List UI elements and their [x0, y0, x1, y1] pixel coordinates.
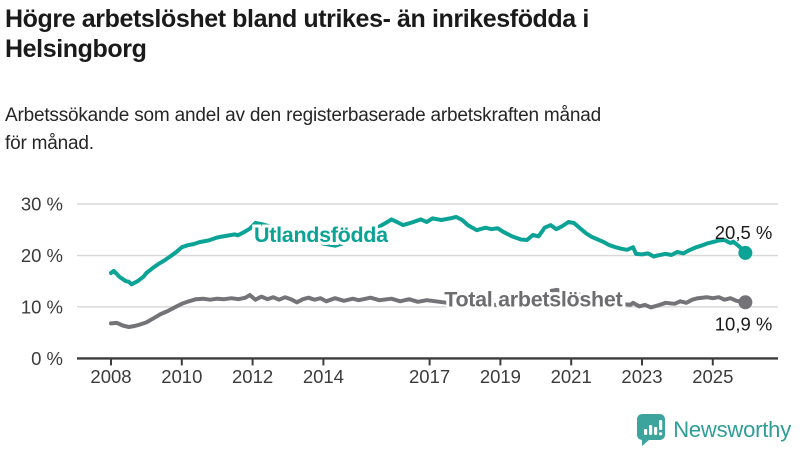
x-tick-label-2023: 2023 — [621, 366, 662, 387]
page-title: Högre arbetslöshet bland utrikes- än inr… — [5, 4, 589, 64]
series-label-total: Total arbetslöshet — [444, 287, 622, 311]
newsworthy-logo: Newsworthy — [636, 413, 791, 447]
x-tick-label-2019: 2019 — [480, 366, 521, 387]
y-tick-label-30: 30 % — [21, 193, 63, 214]
x-tick-label-2025: 2025 — [692, 366, 733, 387]
series-line-utlandsfodda — [109, 214, 748, 287]
title-line-2: Helsingborg — [5, 35, 147, 63]
end-value-label-utlandsfodda: 20,5 % — [715, 222, 773, 243]
x-tick-label-2014: 2014 — [303, 366, 344, 387]
y-tick-label-10: 10 % — [21, 296, 63, 317]
x-tick-label-2008: 2008 — [90, 366, 131, 387]
subtitle-line-2: för månad. — [5, 133, 94, 154]
x-tick-label-2017: 2017 — [409, 366, 450, 387]
x-tick-label-2012: 2012 — [232, 366, 273, 387]
newsworthy-wordmark: Newsworthy — [673, 417, 791, 442]
end-value-label-total: 10,9 % — [715, 313, 773, 334]
chart-subtitle: Arbetssökande som andel av den registerb… — [5, 102, 601, 158]
y-tick-label-0: 0 % — [31, 348, 63, 369]
series-line-total — [109, 287, 748, 329]
x-tick-label-2010: 2010 — [161, 366, 202, 387]
x-tick-label-2021: 2021 — [551, 366, 592, 387]
newsworthy-logo-icon — [637, 414, 666, 446]
end-dot-utlandsfodda — [738, 245, 753, 260]
title-line-1: Högre arbetslöshet bland utrikes- än inr… — [5, 5, 589, 33]
series-label-utlandsfodda: Utlandsfödda — [254, 223, 389, 247]
y-tick-label-20: 20 % — [21, 245, 63, 266]
subtitle-line-1: Arbetssökande som andel av den registerb… — [5, 105, 602, 126]
end-dot-total — [738, 295, 753, 310]
